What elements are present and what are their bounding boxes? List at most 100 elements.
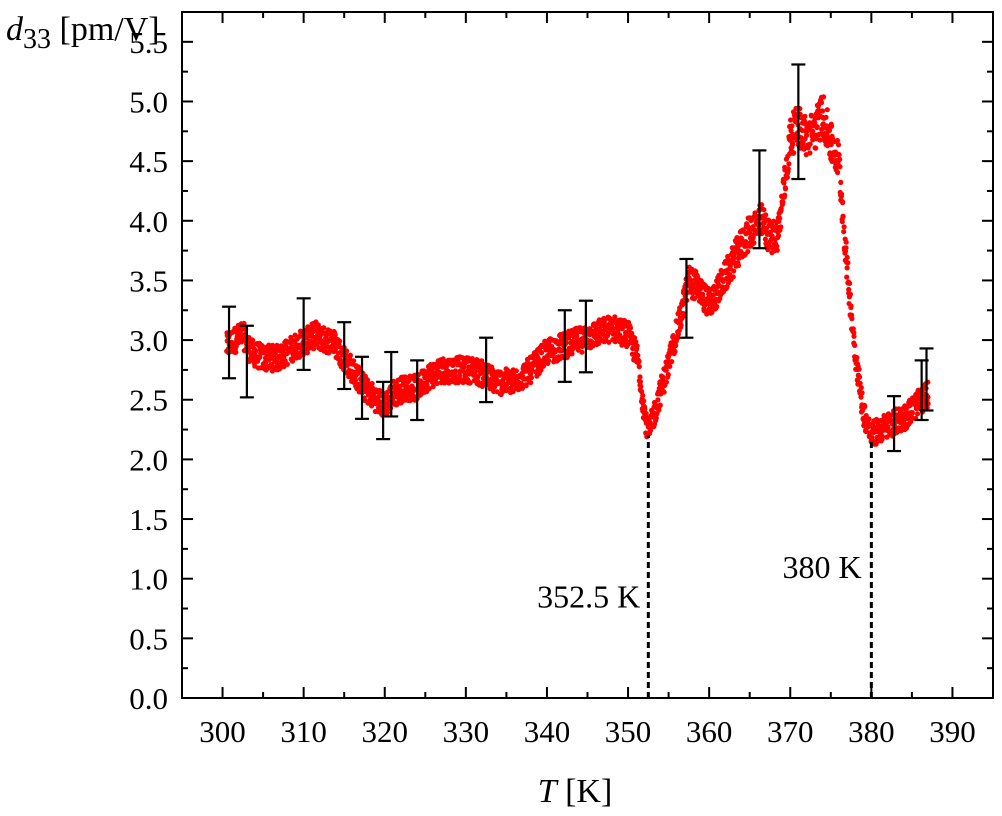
- data-point: [364, 377, 371, 383]
- data-point: [667, 363, 673, 369]
- data-point: [847, 291, 854, 297]
- data-point: [638, 383, 644, 390]
- data-point: [539, 350, 545, 356]
- data-point: [784, 174, 791, 180]
- data-point: [791, 150, 797, 156]
- data-point: [528, 371, 534, 377]
- data-point: [552, 349, 559, 355]
- data-point: [457, 372, 463, 379]
- data-point: [761, 207, 767, 213]
- data-point: [807, 141, 813, 147]
- data-point: [859, 390, 865, 396]
- data-point: [731, 268, 737, 274]
- x-axis-variable: T: [538, 773, 559, 810]
- data-point: [545, 358, 552, 364]
- y-tick-label: 5.0: [129, 84, 168, 119]
- data-point: [627, 325, 634, 331]
- x-tick-label: 380: [848, 714, 895, 749]
- data-point: [375, 394, 381, 400]
- data-point: [579, 349, 585, 355]
- data-point: [788, 117, 794, 123]
- data-point: [653, 415, 659, 421]
- data-point: [523, 383, 529, 389]
- y-tick-label: 0.0: [129, 681, 168, 716]
- data-point: [786, 161, 792, 167]
- data-point: [487, 386, 493, 392]
- data-point: [661, 389, 667, 395]
- x-tick-label: 350: [605, 714, 652, 749]
- data-point: [673, 342, 679, 349]
- data-point: [802, 113, 808, 119]
- y-tick-label: 3.0: [129, 323, 168, 358]
- data-point: [284, 361, 290, 367]
- data-point: [315, 322, 321, 328]
- data-point: [250, 337, 256, 343]
- data-point: [826, 127, 833, 133]
- x-axis-title: T [K]: [538, 773, 613, 810]
- data-point: [834, 137, 841, 144]
- data-point: [347, 352, 353, 358]
- data-point: [461, 364, 467, 370]
- data-point: [807, 150, 813, 156]
- error-bar: [296, 297, 311, 372]
- y-tick-label: 1.5: [129, 502, 168, 537]
- data-point: [734, 235, 740, 241]
- data-point: [818, 100, 825, 106]
- data-point: [637, 379, 644, 385]
- data-point: [851, 330, 857, 336]
- annotation-label: 380 K: [783, 549, 862, 585]
- data-point: [828, 123, 835, 129]
- y-axis-variable: d: [6, 11, 24, 48]
- data-point: [847, 280, 853, 286]
- data-point: [635, 352, 641, 358]
- data-point: [596, 340, 602, 346]
- data-point: [762, 236, 769, 242]
- data-point: [289, 358, 296, 364]
- data-point: [640, 392, 646, 399]
- data-point: [844, 254, 850, 260]
- x-tick-label: 390: [929, 714, 976, 749]
- data-point: [637, 374, 643, 380]
- y-tick-label: 2.5: [129, 383, 168, 418]
- error-bar: [791, 63, 806, 181]
- data-point: [513, 368, 519, 374]
- data-point: [434, 380, 440, 386]
- data-point: [460, 368, 466, 374]
- data-point: [836, 152, 842, 158]
- error-bar: [479, 336, 494, 404]
- data-point: [857, 380, 863, 386]
- data-point: [782, 192, 788, 198]
- data-point: [848, 303, 854, 309]
- data-point: [426, 386, 432, 392]
- data-point: [774, 247, 780, 253]
- x-tick-label: 370: [767, 714, 814, 749]
- data-point: [850, 326, 856, 332]
- data-point: [528, 380, 534, 386]
- data-point: [665, 372, 671, 378]
- data-point: [837, 164, 843, 170]
- data-point: [605, 330, 612, 336]
- x-tick-label: 360: [686, 714, 733, 749]
- data-point: [835, 169, 841, 176]
- data-point: [452, 368, 459, 374]
- x-axis-unit: [K]: [557, 773, 613, 810]
- y-tick-label: 2.0: [129, 442, 168, 477]
- y-axis-subscript: 33: [23, 24, 51, 55]
- y-tick-label: 4.0: [129, 204, 168, 239]
- data-point: [678, 322, 684, 328]
- data-point: [808, 113, 815, 119]
- data-point: [858, 394, 864, 400]
- data-point: [774, 243, 780, 249]
- data-point: [800, 140, 806, 146]
- annotation-label: 352.5 K: [537, 579, 640, 615]
- y-tick-label: 3.5: [129, 263, 168, 298]
- data-point: [775, 233, 782, 239]
- data-point: [617, 338, 623, 345]
- data-point: [835, 142, 842, 148]
- data-point: [846, 286, 852, 293]
- data-point: [782, 186, 789, 192]
- data-point: [812, 120, 818, 126]
- data-point: [632, 335, 638, 341]
- data-point: [612, 314, 618, 320]
